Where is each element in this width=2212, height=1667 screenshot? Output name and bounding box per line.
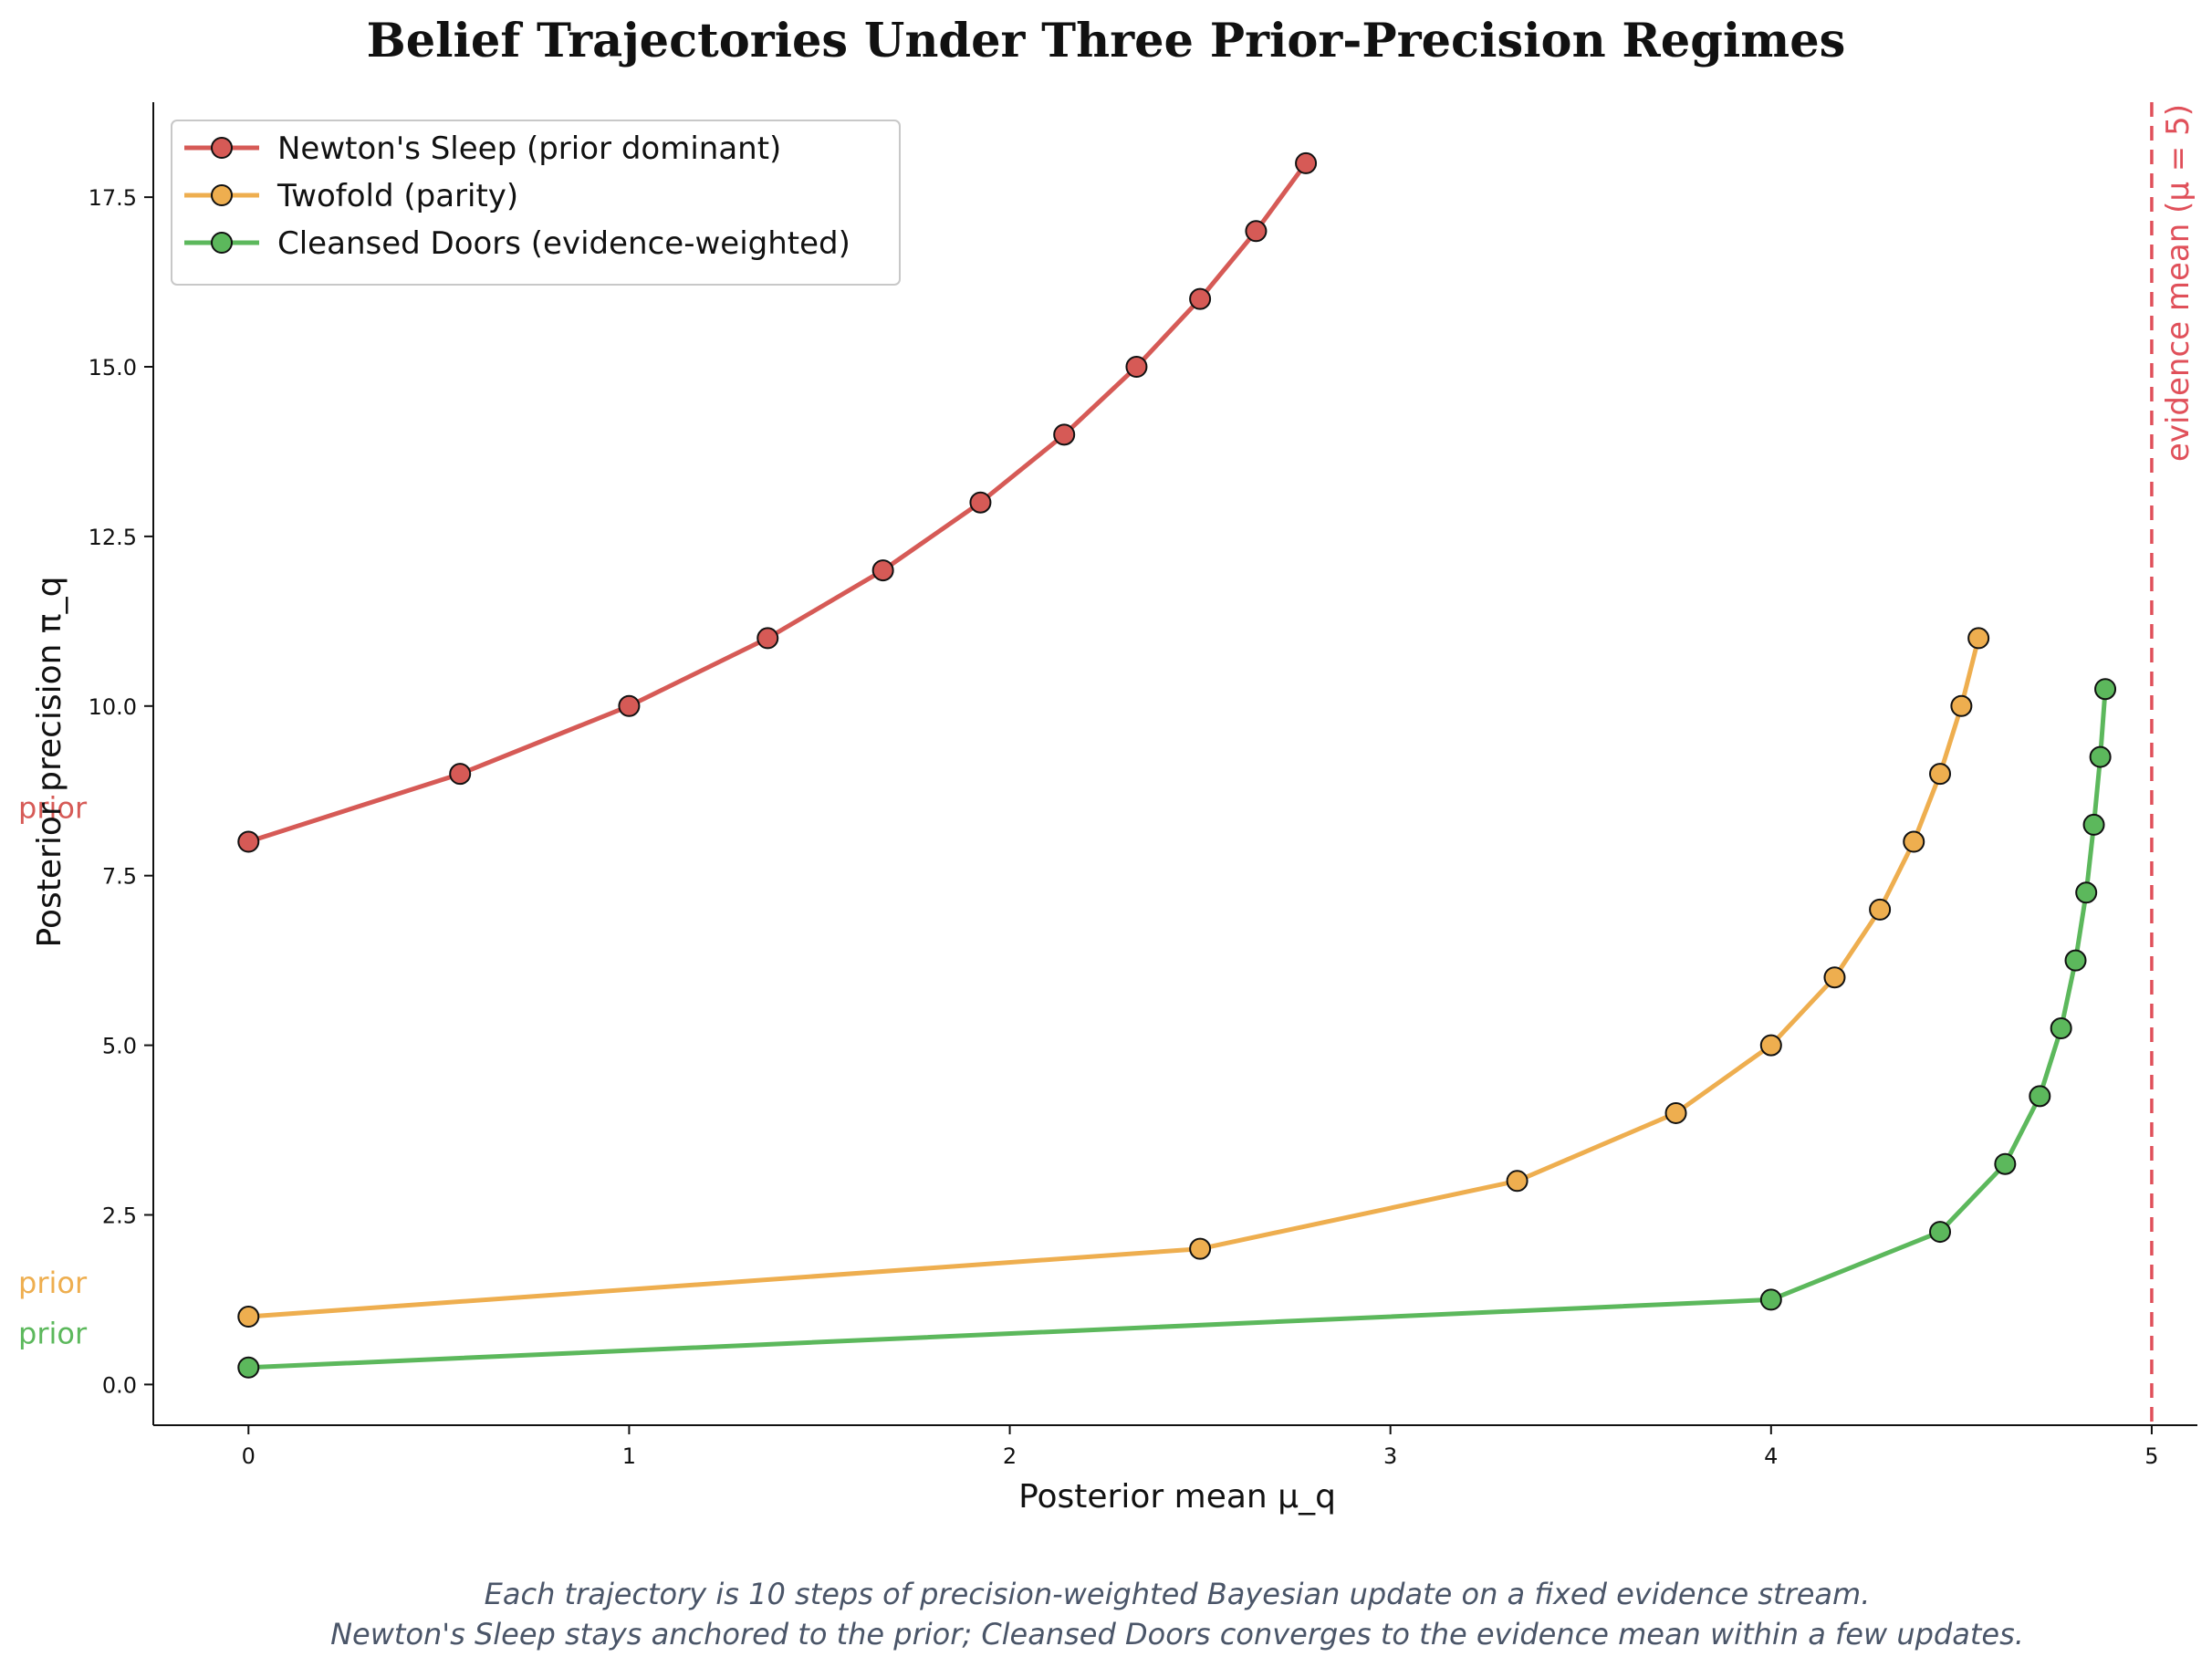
caption-line-1: Each trajectory is 10 steps of precision…	[485, 1577, 1871, 1611]
data-point	[1823, 966, 1846, 989]
legend-swatch-marker	[211, 137, 233, 159]
legend-box	[171, 120, 901, 286]
data-point	[237, 830, 260, 853]
data-point	[1929, 763, 1952, 786]
legend-item: Newton's Sleep (prior dominant)	[184, 130, 781, 167]
legend-swatch-marker	[211, 232, 233, 254]
data-point	[1245, 220, 1268, 243]
y-tick-label: 5.0	[102, 1034, 137, 1059]
data-point	[618, 694, 641, 717]
data-point	[1125, 356, 1148, 378]
data-point	[1506, 1170, 1529, 1193]
data-point	[871, 559, 894, 582]
data-point	[1950, 694, 1973, 717]
x-tick-label: 1	[622, 1443, 636, 1469]
data-point	[449, 763, 472, 786]
y-tick-label: 7.5	[102, 864, 137, 890]
data-point	[237, 1356, 260, 1379]
data-point	[1664, 1101, 1687, 1124]
data-point	[1759, 1288, 1782, 1311]
prior-label: prior	[18, 790, 88, 825]
y-axis-label: Posterior precision π_q	[31, 577, 68, 948]
x-tick-label: 5	[2144, 1443, 2158, 1469]
legend-label: Cleansed Doors (evidence-weighted)	[277, 225, 850, 262]
data-point	[1189, 1237, 1212, 1260]
y-tick-label: 0.0	[102, 1372, 137, 1398]
legend-item: Cleansed Doors (evidence-weighted)	[184, 225, 850, 262]
y-tick-label: 17.5	[89, 185, 137, 211]
prior-label: prior	[18, 1317, 88, 1351]
x-tick-label: 3	[1383, 1443, 1397, 1469]
prior-annotations: prior prior prior	[18, 790, 88, 1350]
evidence-mean-label: evidence mean (µ = 5)	[2160, 104, 2196, 462]
data-point	[1759, 1034, 1782, 1057]
series-3	[237, 678, 2117, 1379]
data-point	[1053, 423, 1076, 446]
legend-swatch-marker	[211, 184, 233, 206]
data-point	[1994, 1152, 2017, 1175]
caption-line-2: Newton's Sleep stays anchored to the pri…	[330, 1617, 2024, 1651]
series-group	[237, 151, 2117, 1379]
data-point	[969, 491, 992, 514]
data-point	[1903, 830, 1925, 853]
prior-label: prior	[18, 1266, 88, 1300]
data-point	[2029, 1085, 2051, 1108]
data-point	[756, 627, 779, 650]
series-line	[248, 689, 2108, 1370]
data-point	[237, 1306, 260, 1328]
data-point	[1967, 627, 1990, 650]
x-tick-label: 0	[242, 1443, 256, 1469]
series-2	[237, 627, 1990, 1328]
chart-title: Belief Trajectories Under Three Prior-Pr…	[367, 14, 1846, 68]
data-point	[2089, 745, 2112, 768]
y-tick-label: 10.0	[89, 694, 137, 720]
data-point	[1869, 898, 1892, 921]
x-tick-label: 4	[1764, 1443, 1778, 1469]
data-point	[1929, 1221, 1952, 1244]
axes: 0 1 2 3 4 5 0.0 2.5 5.0 7.5 10.0 12.5 15.0 17.5	[89, 102, 2197, 1469]
data-point	[1295, 151, 1318, 174]
reference-line-group: evidence mean (µ = 5)	[2150, 102, 2196, 1425]
x-tick-label: 2	[1003, 1443, 1017, 1469]
y-tick-label: 15.0	[89, 355, 137, 380]
legend-item: Twofold (parity)	[184, 178, 518, 214]
x-axis-label: Posterior mean µ_q	[1018, 1478, 1336, 1516]
data-point	[2050, 1017, 2072, 1039]
data-point	[2064, 949, 2087, 972]
series-line	[248, 637, 1981, 1319]
y-tick-label: 12.5	[89, 525, 137, 550]
data-point	[2094, 678, 2117, 701]
data-point	[2082, 813, 2105, 836]
legend-label: Twofold (parity)	[276, 178, 518, 214]
series-1	[237, 151, 1318, 853]
legend-label: Newton's Sleep (prior dominant)	[277, 130, 781, 167]
data-point	[1189, 287, 1212, 310]
y-tick-label: 2.5	[102, 1203, 137, 1228]
data-point	[2075, 881, 2098, 904]
legend: Newton's Sleep (prior dominant) Twofold (…	[171, 120, 901, 286]
